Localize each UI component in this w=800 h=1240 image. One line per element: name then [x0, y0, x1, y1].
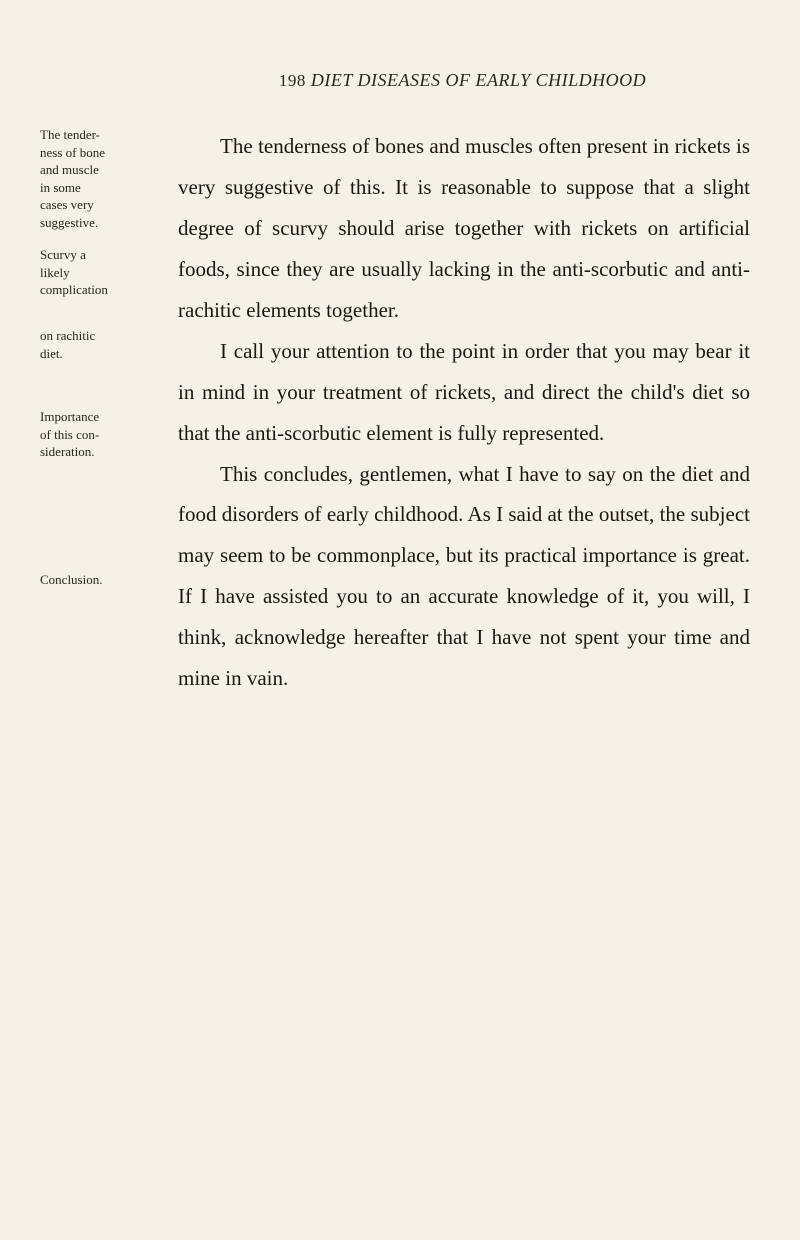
body-paragraph: This concludes, gentlemen, what I have t… [178, 454, 750, 700]
main-text-column: The tenderness of bones and muscles ofte… [178, 126, 750, 699]
body-paragraph: I call your attention to the point in or… [178, 331, 750, 454]
page-number: 198 [279, 71, 306, 90]
margin-note: Scurvy a likely complication [40, 246, 108, 299]
margin-note: Importance of this con- sideration. [40, 408, 99, 461]
margin-note: on rachitic diet. [40, 327, 95, 362]
header-title: DIET DISEASES OF EARLY CHILDHOOD [311, 70, 646, 90]
margin-notes-column: The tender- ness of bone and muscle in s… [40, 126, 160, 699]
margin-note: Conclusion. [40, 571, 102, 589]
body-paragraph: The tenderness of bones and muscles ofte… [178, 126, 750, 331]
page-header: 198 DIET DISEASES OF EARLY CHILDHOOD [40, 70, 750, 91]
page-container: 198 DIET DISEASES OF EARLY CHILDHOOD The… [0, 0, 800, 1240]
content-area: The tender- ness of bone and muscle in s… [40, 126, 750, 699]
margin-note: The tender- ness of bone and muscle in s… [40, 126, 105, 231]
